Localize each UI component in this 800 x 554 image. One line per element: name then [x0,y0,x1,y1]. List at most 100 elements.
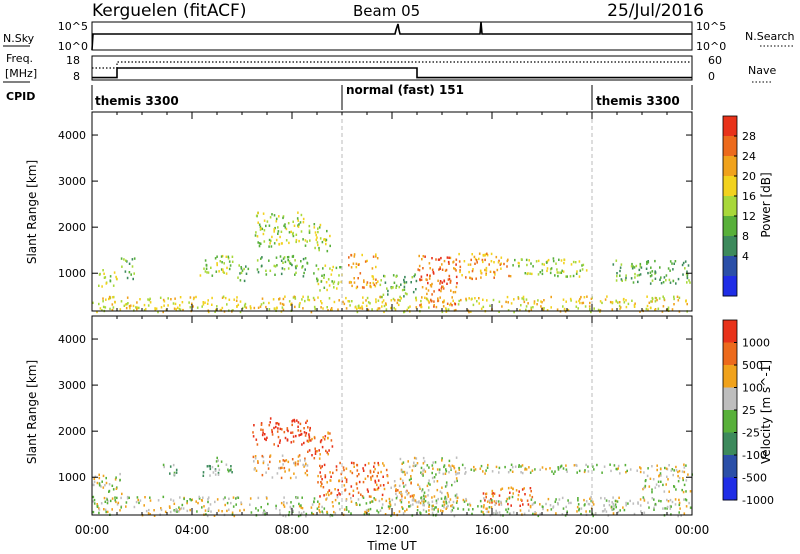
vel-data-cell [498,503,500,506]
vel-data-cell [658,499,660,503]
vel-data-cell [550,508,553,511]
power-data-cell [646,260,648,264]
vel-data-cell [528,509,530,512]
power-data-cell [160,306,163,309]
power-data-cell [459,265,462,269]
vel-data-cell [357,498,360,501]
power-data-cell [520,304,522,307]
vel-data-cell [365,511,368,514]
vel-data-cell [601,510,604,513]
vel-data-cell [444,496,447,499]
vel-data-cell [560,464,563,467]
power-data-cell [331,269,333,272]
power-data-cell [686,274,689,278]
vel-data-cell [589,497,591,500]
vel-colorbar-tick-label: -1000 [742,494,774,507]
power-data-cell [281,306,284,309]
vel-data-cell [435,499,438,502]
vel-data-cell [160,508,163,512]
vel-data-cell [358,480,361,484]
vel-data-cell [653,506,655,510]
power-data-cell [450,289,452,292]
vel-data-cell [383,464,385,467]
power-data-cell [269,269,272,272]
power-data-cell [268,301,270,305]
power-data-cell [296,264,298,268]
power-data-cell [227,257,230,260]
power-data-cell [299,302,301,305]
power-data-cell [530,308,533,312]
power-data-cell [372,281,375,285]
power-data-cell [661,310,664,313]
vel-data-cell [381,497,383,501]
power-data-cell [377,299,380,302]
vel-data-cell [321,445,324,449]
vel-data-cell [659,472,662,475]
power-data-cell [265,224,267,228]
power-data-cell [448,262,450,265]
vel-data-cell [377,511,380,514]
power-colorbar-tick-label: 20 [742,170,756,183]
power-data-cell [426,298,429,301]
vel-data-cell [484,499,486,502]
vel-data-cell [443,503,446,506]
vel-data-cell [422,456,425,460]
vel-data-cell [281,466,283,469]
vel-data-cell [547,497,550,501]
vel-data-cell [443,506,445,509]
vel-data-cell [562,467,565,470]
vel-data-cell [292,435,295,438]
power-data-cell [482,298,484,301]
power-data-cell [367,301,370,304]
vel-data-cell [224,496,226,499]
power-data-cell [318,246,320,250]
vel-data-cell [437,508,439,511]
power-data-cell [427,299,430,303]
power-data-cell [206,302,209,305]
power-data-cell [202,303,205,306]
power-data-cell [400,283,402,286]
vel-data-cell [280,501,283,505]
vel-data-cell [689,490,692,493]
power-data-cell [507,301,509,304]
power-data-cell [663,276,666,279]
power-data-cell [243,267,245,271]
vel-data-cell [351,471,354,475]
power-data-cell [635,264,638,268]
power-data-cell [654,309,656,312]
power-data-cell [458,252,460,256]
power-data-cell [498,259,500,263]
vel-data-cell [627,502,629,505]
power-data-cell [447,278,450,281]
vel-data-cell [539,503,541,506]
vel-data-cell [423,468,425,471]
power-data-cell [615,259,618,262]
vel-data-cell [651,465,653,468]
vel-data-cell [441,459,443,462]
power-data-cell [646,295,648,298]
power-data-cell [357,305,360,308]
power-data-cell [348,256,350,259]
vel-data-cell [587,502,590,506]
power-data-cell [546,260,549,263]
station-title: Kerguelen (fitACF) [92,1,246,21]
vel-data-cell [373,465,375,468]
power-data-cell [298,223,300,226]
vel-data-cell [549,504,552,507]
power-data-cell [281,267,284,270]
power-data-cell [119,308,122,311]
power-data-cell [323,276,325,279]
power-data-cell [537,299,539,302]
vel-data-cell [445,481,448,484]
vel-data-cell [301,496,303,499]
power-data-cell [471,269,474,273]
vel-data-cell [173,471,176,475]
vel-data-cell [378,499,381,503]
power-data-cell [486,254,489,257]
vel-data-cell [230,465,232,468]
power-data-cell [332,265,334,269]
power-data-cell [300,260,302,263]
power-data-cell [442,300,445,304]
vel-data-cell [319,440,322,443]
vel-colorbar-swatch [723,432,737,456]
